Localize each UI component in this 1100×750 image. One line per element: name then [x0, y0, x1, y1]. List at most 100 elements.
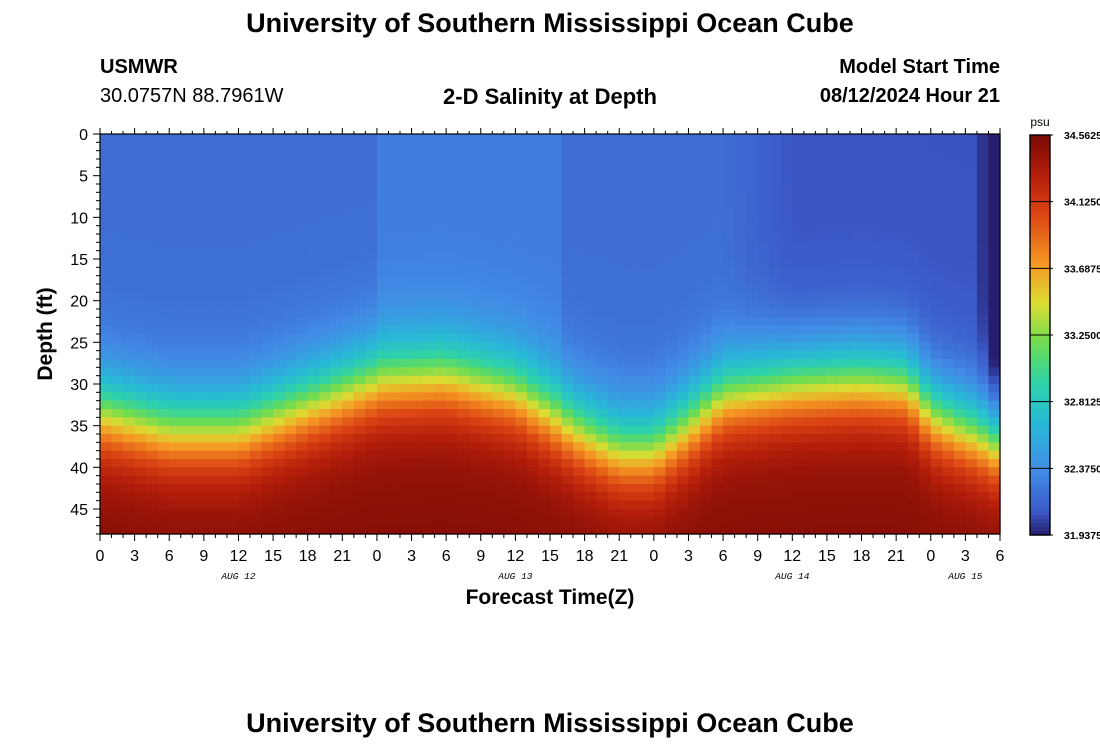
heatmap-cell	[873, 259, 886, 268]
heatmap-cell	[261, 492, 274, 502]
heatmap-cell	[273, 242, 286, 252]
heatmap-cell	[423, 350, 436, 360]
heatmap-cell	[653, 500, 666, 510]
heatmap-cell	[480, 384, 493, 393]
x-tick-label: 21	[610, 548, 628, 565]
colorbar-segment	[1030, 519, 1050, 524]
heatmap-cell	[353, 192, 366, 202]
heatmap-cell	[711, 342, 724, 352]
heatmap-cell	[169, 484, 182, 493]
heatmap-cell	[261, 384, 274, 393]
heatmap-cell	[123, 209, 136, 218]
heatmap-cell	[676, 400, 690, 410]
heatmap-cell	[976, 242, 990, 252]
heatmap-cell	[434, 259, 447, 268]
colorbar-tick-label: 32.8125	[1064, 397, 1100, 409]
heatmap-cell	[100, 234, 113, 243]
heatmap-cell	[734, 200, 747, 210]
heatmap-cell	[503, 459, 516, 468]
heatmap-cell	[826, 200, 840, 210]
heatmap-cell	[515, 142, 528, 152]
heatmap-cell	[965, 525, 978, 535]
heatmap-cell	[873, 492, 886, 502]
heatmap-cell	[826, 359, 840, 368]
heatmap-cell	[192, 359, 205, 368]
heatmap-cell	[630, 159, 643, 168]
heatmap-cell	[573, 242, 586, 252]
heatmap-cell	[388, 359, 401, 368]
heatmap-cell	[492, 134, 505, 143]
heatmap-cell	[538, 500, 551, 510]
heatmap-cell	[434, 384, 447, 393]
heatmap-cell	[653, 342, 666, 352]
x-tick-label: 21	[333, 548, 351, 565]
heatmap-cell	[261, 325, 274, 335]
heatmap-cell	[988, 267, 1001, 277]
heatmap-cell	[146, 284, 159, 293]
heatmap-cell	[723, 375, 736, 385]
heatmap-cell	[250, 200, 263, 210]
heatmap-cell	[492, 450, 505, 460]
heatmap-cell	[619, 517, 632, 527]
heatmap-cell	[273, 234, 286, 243]
heatmap-cell	[976, 134, 990, 143]
heatmap-cell	[515, 325, 528, 335]
heatmap-cell	[526, 284, 540, 293]
heatmap-cell	[723, 184, 736, 193]
heatmap-cell	[353, 367, 366, 377]
heatmap-cell	[976, 417, 990, 427]
heatmap-cell	[953, 300, 966, 310]
heatmap-cell	[953, 325, 966, 335]
heatmap-cell	[930, 225, 943, 235]
heatmap-cell	[180, 225, 193, 235]
heatmap-cell	[261, 142, 274, 152]
heatmap-cell	[919, 375, 932, 385]
heatmap-cell	[400, 242, 413, 252]
heatmap-cell	[123, 359, 136, 368]
heatmap-cell	[469, 342, 482, 352]
heatmap-cell	[769, 434, 782, 443]
heatmap-cell	[111, 392, 124, 402]
heatmap-cell	[353, 242, 366, 252]
heatmap-cell	[550, 259, 563, 268]
heatmap-cell	[434, 184, 447, 193]
heatmap-cell	[780, 309, 793, 318]
heatmap-cell	[192, 225, 205, 235]
heatmap-cell	[619, 492, 632, 502]
heatmap-cell	[526, 517, 540, 527]
heatmap-cell	[688, 400, 701, 410]
heatmap-cell	[480, 459, 493, 468]
heatmap-cell	[134, 300, 147, 310]
heatmap-cell	[526, 184, 540, 193]
heatmap-cell	[123, 267, 136, 277]
heatmap-cell	[838, 292, 851, 302]
heatmap-cell	[676, 275, 690, 285]
heatmap-cell	[238, 409, 251, 418]
heatmap-cell	[457, 242, 470, 252]
colorbar-segment	[1030, 183, 1050, 188]
heatmap-cell	[434, 142, 447, 152]
heatmap-cell	[492, 367, 505, 377]
heatmap-cell	[873, 450, 886, 460]
heatmap-cell	[296, 167, 309, 177]
heatmap-cell	[353, 225, 366, 235]
heatmap-cell	[976, 175, 990, 185]
heatmap-cell	[734, 250, 747, 260]
heatmap-cell	[526, 300, 540, 310]
heatmap-cell	[953, 284, 966, 293]
heatmap-cell	[423, 442, 436, 452]
heatmap-cell	[769, 267, 782, 277]
heatmap-cell	[619, 300, 632, 310]
heatmap-cell	[180, 367, 193, 377]
heatmap-cell	[111, 400, 124, 410]
heatmap-cell	[446, 409, 459, 418]
heatmap-cell	[976, 409, 990, 418]
colorbar-segment	[1030, 179, 1050, 184]
heatmap-cell	[676, 267, 690, 277]
heatmap-cell	[884, 309, 897, 318]
heatmap-cell	[723, 417, 736, 427]
heatmap-cell	[457, 209, 470, 218]
heatmap-cell	[619, 450, 632, 460]
heatmap-cell	[607, 225, 620, 235]
heatmap-cell	[180, 175, 193, 185]
